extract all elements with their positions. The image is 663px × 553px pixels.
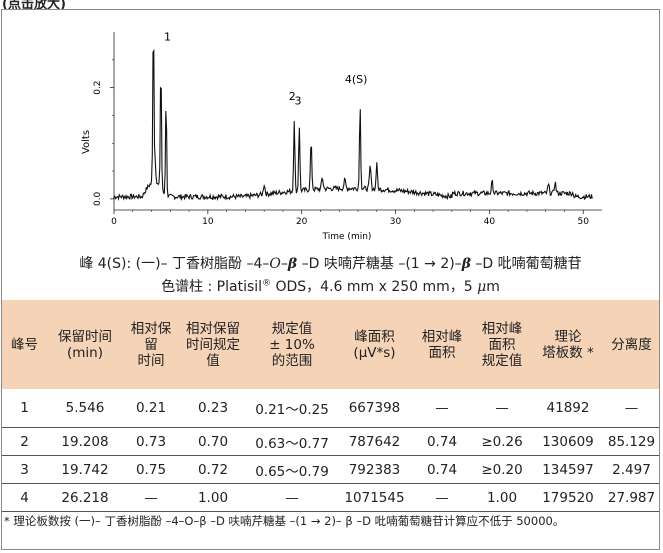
table-cell: 0.23 (179, 389, 247, 428)
column-header: 规定值 ± 10% 的范围 (269, 320, 315, 369)
table-cell: 19.208 (47, 427, 123, 456)
table-cell: 1 (2, 389, 47, 428)
table-cell: 3 (2, 455, 47, 484)
table-cell: — (604, 389, 659, 428)
table-cell: 85.129 (604, 427, 659, 456)
table-cell: 0.74 (412, 455, 472, 484)
table-cell: 0.73 (123, 427, 179, 456)
peak-label: 1 (164, 30, 171, 43)
table-cell: — (123, 483, 179, 512)
column-header: 相对峰 面积 规定值 (481, 320, 523, 369)
table-cell: 19.742 (47, 455, 123, 484)
table-cell: — (247, 483, 337, 512)
table-cell: 5.546 (47, 389, 123, 428)
figure-table-frame: 0 10 20 30 40 50 0.0 0.2 1 2 3 4(S) Volts Time (mi… (1, 9, 660, 550)
table-cell: 2 (2, 427, 47, 456)
column-header: 相对保留 时间规定 值 (186, 320, 240, 369)
table-cell: 1.00 (472, 483, 532, 512)
table-row: 2 19.208 0.73 0.70 0.63～0.77 787642 0.74 ≥0.26 1… (2, 427, 659, 456)
table-cell: 0.75 (123, 455, 179, 484)
x-tick-label: 50 (578, 217, 590, 227)
table-cell: 26.218 (47, 483, 123, 512)
caption-peak4: 峰 4(S): (一)– 丁香树脂酚 –4–O–β –D 呋喃芹糖基 –(1 →… (79, 256, 582, 272)
table-cell: 0.74 (412, 427, 472, 456)
table-cell: 134597 (532, 455, 604, 484)
peak-labels: 1 23 4(S) (164, 30, 367, 107)
table-cell: 0.72 (179, 455, 247, 484)
peak-label: 4(S) (345, 73, 368, 86)
chart-axes: 0 10 20 30 40 50 0.0 0.2 (93, 32, 602, 227)
table-row: 4 26.218—1.00—1071545—1.00 179520 27.987 (2, 483, 659, 512)
chromatogram-plot: 0 10 20 30 40 50 0.0 0.2 1 23 4(S) Volts Time (mi… (81, 30, 602, 242)
table-cell: 27.987 (604, 483, 659, 512)
table-cell: ≥0.20 (472, 455, 532, 484)
x-axis-label: Time (min) (322, 232, 372, 242)
chromatogram-trace (113, 48, 593, 202)
x-tick-label: 10 (202, 217, 214, 227)
table-footnote: * 理论板数按 (一)– 丁香树脂酚 –4–O–β –D 呋喃芹糖基 –(1 →… (4, 514, 565, 528)
x-tick-label: 0 (111, 217, 117, 227)
chromatogram-figure: 0 10 20 30 40 50 0.0 0.2 1 2 3 4(S) Volts Time (mi… (2, 10, 659, 300)
table-cell: 792383 (337, 455, 412, 484)
system-suitability-table: 峰号 保留时间 (min) 相对保 留 时间 相对保留 时间规定 值规定值 ± 10%… (2, 300, 659, 512)
peak-label: 2 (289, 90, 296, 103)
table-cell: 0.63～0.77 (247, 427, 337, 456)
table-row: 1 5.546 0.21 0.23 0.21～0.25 667398— —41892— (2, 389, 659, 428)
column-header: 峰号 (11, 336, 38, 353)
table-cell: ≥0.26 (472, 427, 532, 456)
table-cell: 0.65～0.79 (247, 455, 337, 484)
y-tick-label: 0.2 (93, 80, 103, 94)
column-header: 分离度 (611, 336, 652, 353)
x-tick-label: 40 (484, 217, 496, 227)
table-cell: 2.497 (604, 455, 659, 484)
y-tick-label: 0.0 (93, 191, 103, 206)
table-cell: 787642 (337, 427, 412, 456)
column-header: 理论 塔板数 * (542, 328, 594, 361)
table-cell: 41892 (532, 389, 604, 428)
table-row: 3 19.742 0.75 0.72 0.65～0.79 792383 0.74 ≥0.20 1… (2, 455, 659, 484)
column-header: 峰面积 (μV*s) (353, 328, 396, 361)
peak-label: 3 (294, 94, 301, 107)
column-header: 保留时间 (min) (58, 328, 112, 361)
table-cell: 1.00 (179, 483, 247, 512)
table-cell: 1071545 (337, 483, 412, 512)
table-cell: 667398 (337, 389, 412, 428)
table-cell: 4 (2, 483, 47, 512)
column-header: 相对峰 面积 (421, 328, 463, 361)
table-cell: 0.70 (179, 427, 247, 456)
table-cell: — (412, 389, 472, 428)
x-tick-label: 20 (296, 217, 308, 227)
table-cell: — (412, 483, 472, 512)
table-header-row: 峰号 保留时间 (min) 相对保 留 时间 相对保留 时间规定 值规定值 ± 10%… (2, 300, 659, 389)
caption-column: 色谱柱 : Platisil® ODS，4.6 mm x 250 mm，5 μm (161, 278, 500, 295)
table-cell: 130609 (532, 427, 604, 456)
column-header: 相对保 留 时间 (130, 320, 172, 369)
table-cell: 179520 (532, 483, 604, 512)
y-axis-label: Volts (81, 130, 92, 154)
table-cell: — (472, 389, 532, 428)
table-cell: 0.21～0.25 (247, 389, 337, 428)
x-tick-label: 30 (390, 217, 402, 227)
table-cell: 0.21 (123, 389, 179, 428)
